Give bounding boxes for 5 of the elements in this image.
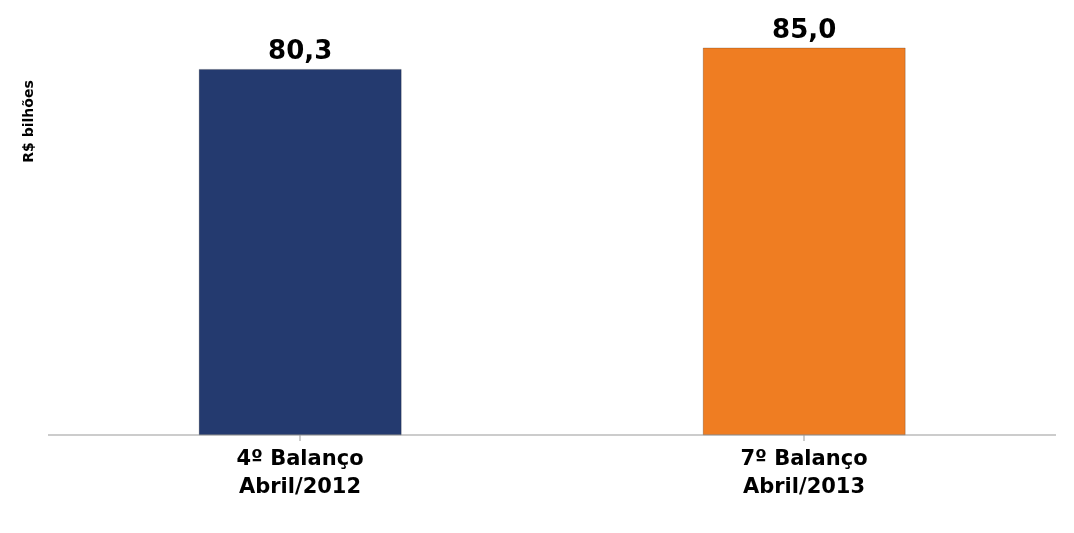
- y-axis-title: R$ bilhões: [19, 80, 36, 163]
- data-label: 85,0: [772, 14, 837, 44]
- data-label: 80,3: [268, 35, 333, 66]
- x-tick-label: 7º Balanço Abril/2013: [740, 446, 868, 498]
- x-tick-label: 4º Balanço Abril/2012: [236, 446, 364, 498]
